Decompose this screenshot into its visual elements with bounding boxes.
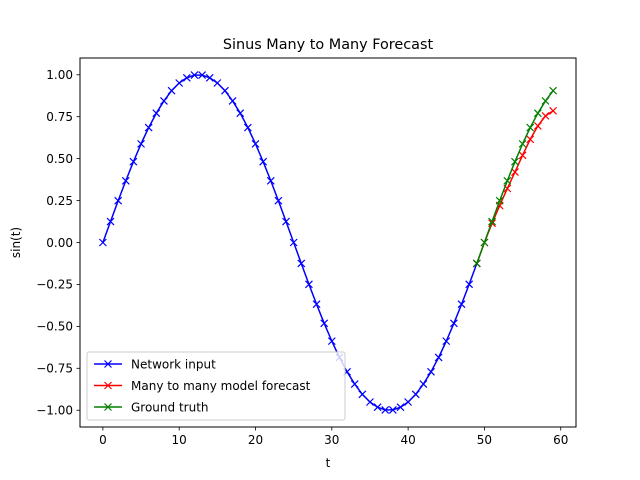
data-point	[259, 157, 268, 166]
chart-title: Sinus Many to Many Forecast	[223, 37, 434, 53]
legend-marker	[104, 403, 112, 411]
data-point	[495, 196, 504, 205]
data-point	[175, 79, 184, 87]
x-axis-label: t	[326, 456, 331, 470]
data-point	[190, 71, 199, 80]
data-point	[427, 367, 435, 376]
data-point	[358, 390, 367, 399]
y-tick-label: 0.75	[46, 110, 73, 124]
data-point	[526, 135, 535, 144]
y-tick-label: 0.00	[46, 236, 73, 250]
data-point	[518, 139, 527, 148]
data-point	[129, 157, 138, 166]
data-point	[144, 123, 153, 132]
data-point	[160, 97, 168, 105]
data-point	[541, 111, 550, 120]
data-point	[381, 405, 390, 414]
data-point	[388, 405, 397, 414]
data-point	[137, 139, 145, 148]
data-point	[266, 176, 275, 185]
data-point	[465, 280, 474, 289]
y-tick-label: −1.00	[36, 404, 73, 418]
data-point	[404, 398, 413, 406]
data-point	[511, 168, 519, 176]
data-point	[198, 71, 207, 80]
x-tick-label: 40	[400, 433, 415, 447]
y-tick-label: −0.50	[36, 320, 73, 334]
legend-entry: Network input	[94, 357, 216, 371]
legend: Network input Many to many model forecast…	[86, 351, 346, 421]
data-point	[312, 300, 321, 309]
data-point	[251, 139, 260, 148]
legend-entry: Ground truth	[94, 400, 209, 414]
y-tick-label: −0.25	[36, 278, 73, 292]
data-point	[396, 403, 405, 412]
y-tick-label: 0.25	[46, 194, 73, 208]
data-point	[304, 280, 313, 289]
data-point	[526, 123, 535, 132]
x-tick-label: 10	[172, 433, 187, 447]
data-point	[511, 157, 519, 166]
data-point	[221, 86, 229, 95]
legend-entry: Many to many model forecast	[94, 379, 311, 393]
legend-label: Network input	[131, 357, 216, 371]
legend-box	[86, 351, 346, 421]
data-point	[182, 73, 191, 82]
legend-label: Many to many model forecast	[131, 379, 311, 393]
data-point	[152, 109, 161, 118]
data-point	[213, 79, 222, 87]
y-tick-label: 1.00	[46, 68, 73, 82]
y-tick-label: −0.75	[36, 362, 73, 376]
data-point	[350, 380, 359, 388]
data-point	[297, 259, 306, 268]
data-point	[457, 300, 466, 309]
data-point	[167, 86, 176, 95]
x-tick-label: 50	[477, 433, 492, 447]
plot-area	[98, 71, 558, 414]
data-point	[472, 259, 481, 268]
legend-marker	[104, 360, 112, 368]
data-point	[243, 123, 252, 132]
data-point	[366, 398, 374, 406]
x-tick-label: 30	[324, 433, 339, 447]
data-point	[411, 390, 420, 399]
data-point	[205, 73, 214, 82]
data-point	[533, 122, 542, 130]
data-point	[121, 176, 130, 185]
x-tick-label: 20	[248, 433, 263, 447]
data-point	[549, 86, 558, 95]
data-point	[289, 238, 298, 247]
x-tick-label: 0	[99, 433, 107, 447]
data-point	[282, 217, 290, 226]
data-point	[434, 353, 443, 362]
data-point	[503, 176, 512, 185]
y-tick-label: 0.50	[46, 152, 73, 166]
data-point	[533, 109, 542, 118]
data-point	[449, 319, 458, 328]
data-point	[114, 196, 123, 205]
data-point	[106, 217, 115, 226]
data-point	[480, 238, 489, 247]
data-point	[442, 337, 451, 346]
x-axis-ticks: 0 10 20 30 40 50 60	[99, 427, 568, 447]
data-point	[327, 337, 336, 346]
data-point	[228, 97, 237, 105]
data-point	[236, 109, 245, 118]
data-point	[274, 196, 283, 205]
legend-marker	[104, 381, 112, 390]
data-point	[320, 319, 329, 328]
data-point	[419, 380, 428, 388]
data-point	[518, 151, 527, 160]
y-axis-label: sin(t)	[9, 227, 23, 258]
series-ground-truth	[472, 86, 558, 268]
data-point	[541, 97, 550, 105]
x-tick-label: 60	[553, 433, 568, 447]
data-point	[98, 238, 107, 247]
data-point	[488, 217, 496, 226]
y-axis-ticks: −1.00 −0.75 −0.50 −0.25 0.00 0.25 0.50 0.75 1.00	[36, 68, 80, 418]
legend-label: Ground truth	[131, 400, 209, 414]
data-point	[373, 403, 382, 412]
data-point	[549, 106, 558, 115]
